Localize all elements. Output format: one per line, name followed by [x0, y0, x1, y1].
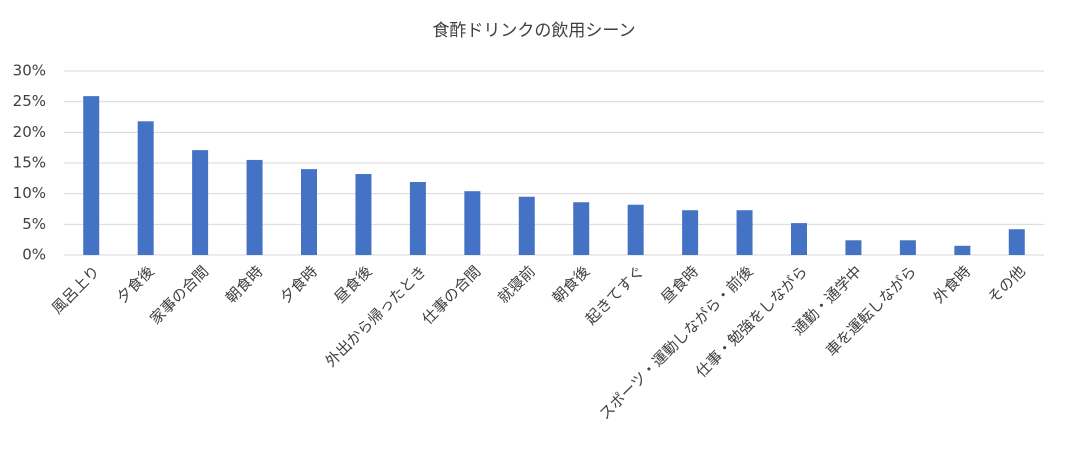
x-tick-label: 就寝前 [494, 262, 539, 307]
bar [899, 240, 916, 255]
y-tick-label: 0% [22, 246, 46, 264]
bar [682, 210, 699, 255]
x-tick-label: 家事の合間 [146, 262, 212, 328]
bar [954, 245, 971, 255]
y-tick-label: 25% [13, 92, 46, 110]
bar [83, 96, 100, 255]
bar [246, 159, 263, 255]
y-tick-label: 20% [13, 123, 46, 141]
x-tick-label: 朝食時 [222, 262, 267, 307]
bar [192, 150, 209, 255]
x-tick-label: 外出から帰ったとき [322, 262, 430, 370]
x-tick-label: 昼食時 [658, 262, 703, 307]
bar [464, 191, 481, 255]
bar [736, 210, 753, 255]
y-tick-label: 15% [13, 154, 46, 172]
bar [791, 223, 807, 255]
x-tick-label: 仕事の合間 [419, 262, 485, 328]
bar [355, 174, 372, 255]
x-tick-label: 外食時 [930, 262, 975, 307]
bar [137, 121, 154, 255]
bar [301, 169, 317, 255]
x-tick-label: 昼食後 [331, 262, 376, 307]
bar [573, 202, 590, 255]
x-tick-label: 夕食時 [276, 262, 321, 307]
chart-title: 食酢ドリンクの飲用シーン [432, 21, 635, 41]
y-tick-label: 5% [22, 215, 46, 233]
bar [627, 204, 644, 255]
x-tick-label: 朝食後 [549, 262, 594, 307]
bar [845, 240, 862, 255]
x-tick-label: 夕食後 [113, 262, 158, 307]
y-tick-label: 30% [13, 62, 46, 80]
bar [518, 196, 535, 255]
x-tick-label: その他 [984, 262, 1029, 307]
x-tick-label: 起きてすぐ [582, 262, 648, 328]
y-tick-label: 10% [13, 184, 46, 202]
bar [1008, 229, 1025, 255]
x-tick-label: 風呂上り [48, 262, 103, 317]
bar [409, 182, 426, 255]
